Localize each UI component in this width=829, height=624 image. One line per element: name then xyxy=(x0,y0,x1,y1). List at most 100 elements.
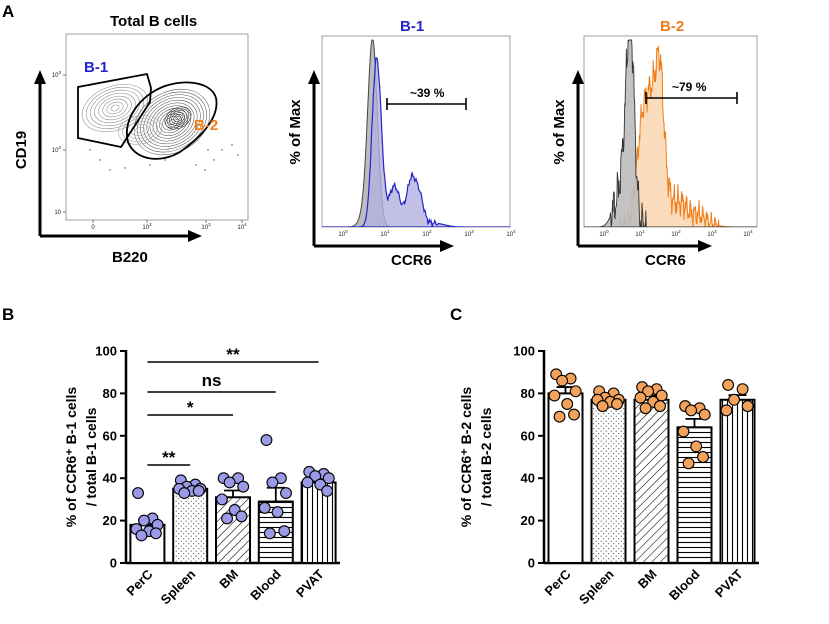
hist-b1-x-tick: 101 xyxy=(380,229,390,238)
hist-b2-y-label: % of Max xyxy=(551,99,568,165)
data-point-bm xyxy=(216,493,228,506)
panel-letter-a: A xyxy=(2,2,14,21)
b1-gate xyxy=(77,72,152,149)
hist-b1-ticks: 100 101 102 103 104 xyxy=(338,229,516,238)
data-point-perc xyxy=(149,527,162,540)
bar-chart-b2: 0 20 40 60 80 100 % of CCR6⁺ B-2 cells / total … xyxy=(458,344,759,607)
hist-b2-x-tick: 101 xyxy=(635,229,645,238)
data-point-perc xyxy=(569,385,582,398)
hist-b1-gate-pct: ~39 % xyxy=(410,86,445,100)
data-point-blood xyxy=(690,440,703,453)
contour-ticks: 0 102 103 104 103 102 10 xyxy=(52,70,247,231)
category-label-perc: PerC xyxy=(542,566,574,598)
bar-chart-b1: 0 20 40 60 80 100 % of CCR6⁺ B-1 cells / total … xyxy=(63,344,340,607)
y-tick-label: 40 xyxy=(103,471,117,486)
data-point-pvat xyxy=(720,404,733,417)
data-point-blood xyxy=(260,434,273,446)
data-point-pvat xyxy=(728,393,741,406)
hist-b2-x-arrow-head xyxy=(698,240,712,252)
contour-x-tick: 103 xyxy=(201,222,211,231)
category-label-bm: BM xyxy=(635,567,660,592)
contour-frame xyxy=(65,33,249,221)
data-point-bm xyxy=(634,391,647,404)
data-point-bm xyxy=(221,512,234,525)
data-point-spleen xyxy=(596,400,609,413)
y-tick-label: 0 xyxy=(528,556,535,571)
category-label-pvat: PVAT xyxy=(293,566,327,600)
hist-b2-x-tick: 103 xyxy=(707,229,717,238)
y-tick-label: 80 xyxy=(521,386,535,401)
hist-b1-x-tick: 103 xyxy=(464,229,474,238)
hist-b1-ccr6-curve xyxy=(322,57,510,227)
data-point-pvat xyxy=(736,383,749,396)
data-point-bm xyxy=(642,385,655,398)
data-point-perc xyxy=(561,398,574,410)
cd19-arrow-head xyxy=(34,70,46,84)
significance-label: * xyxy=(187,398,194,417)
hist-b1-y-arrow-head xyxy=(308,70,320,84)
y-tick-label: 80 xyxy=(103,386,117,401)
hist-b1-y-label: % of Max xyxy=(287,99,304,165)
y-tick-label: 40 xyxy=(521,471,535,486)
hist-b2-y-arrow-head xyxy=(572,70,584,84)
b220-axis-label: B220 xyxy=(112,249,148,266)
y-tick-label: 60 xyxy=(521,428,535,443)
hist-b2-x-tick: 102 xyxy=(671,229,681,238)
data-point-blood xyxy=(271,506,284,519)
category-label-blood: Blood xyxy=(247,566,284,603)
data-point-pvat xyxy=(722,378,735,391)
data-point-perc xyxy=(132,487,145,499)
data-point-perc xyxy=(568,408,580,421)
data-point-perc xyxy=(556,374,569,387)
hist-b2-ticks: 100 101 102 103 104 xyxy=(599,229,753,238)
data-point-bm xyxy=(237,480,250,493)
category-label-blood: Blood xyxy=(666,566,703,603)
data-point-blood xyxy=(280,487,292,499)
data-point-blood xyxy=(677,425,690,438)
significance-label: ** xyxy=(162,448,176,467)
data-point-blood xyxy=(697,451,709,463)
data-point-blood xyxy=(263,527,276,540)
contour-x-tick: 0 xyxy=(91,225,95,231)
panel-letter-c: C xyxy=(450,305,462,324)
data-point-spleen xyxy=(178,487,191,499)
category-label-perc: PerC xyxy=(123,566,155,598)
b2-gate xyxy=(125,81,218,160)
contour-y-tick: 10 xyxy=(54,210,61,216)
y-axis-label-line2: / total B-1 cells xyxy=(83,407,99,506)
hist-b1-x-tick: 104 xyxy=(506,229,516,238)
data-point-perc xyxy=(553,410,566,423)
data-point-spleen xyxy=(611,398,623,410)
y-tick-label: 20 xyxy=(521,513,535,528)
bar-pvat xyxy=(719,398,756,565)
data-point-pvat xyxy=(322,472,335,485)
contour-title: Total B cells xyxy=(110,13,197,30)
category-label-spleen: Spleen xyxy=(576,566,617,607)
y-axis-label-line1: % of CCR6⁺ B-2 cells xyxy=(458,387,474,528)
contour-y-tick: 103 xyxy=(52,70,62,79)
data-point-blood xyxy=(278,525,291,538)
data-point-pvat xyxy=(741,400,754,413)
significance-label: ns xyxy=(202,371,222,390)
y-tick-label: 20 xyxy=(103,513,117,528)
data-point-blood xyxy=(258,501,271,514)
significance-label: ** xyxy=(226,345,240,364)
bar-pvat xyxy=(300,481,337,564)
data-point-bm xyxy=(223,476,236,489)
data-point-blood xyxy=(698,408,711,421)
hist-b2-control-curve xyxy=(584,39,757,227)
panel-letter-b: B xyxy=(2,305,14,324)
data-point-spleen xyxy=(192,484,205,497)
histogram-b2: B-2 100 101 102 103 104 ~79 % % of Max CCR6 xyxy=(551,18,758,269)
contour-plot: Total B cells 0 102 103 104 103 102 10 B-1 B-2… xyxy=(13,13,249,266)
category-label-pvat: PVAT xyxy=(712,566,746,600)
y-tick-label: 100 xyxy=(95,344,117,359)
hist-b2-x-tick: 100 xyxy=(599,229,609,238)
y-tick-label: 100 xyxy=(513,344,535,359)
hist-b2-gate-pct: ~79 % xyxy=(672,80,707,94)
category-label-bm: BM xyxy=(216,567,241,592)
data-point-blood xyxy=(682,457,695,470)
data-point-pvat xyxy=(321,484,334,497)
hist-b2-ccr6-curve xyxy=(584,45,757,227)
